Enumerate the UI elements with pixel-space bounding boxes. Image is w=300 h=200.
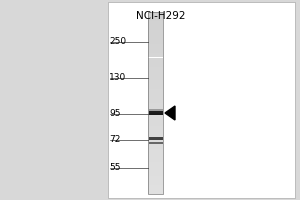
Bar bbox=[148, 44, 163, 48]
Bar bbox=[148, 162, 163, 167]
Bar bbox=[148, 109, 163, 111]
Text: 130: 130 bbox=[109, 73, 126, 82]
Bar bbox=[148, 80, 163, 85]
Bar bbox=[148, 67, 163, 71]
Bar bbox=[148, 142, 163, 144]
Bar bbox=[148, 89, 163, 94]
Bar bbox=[148, 185, 163, 189]
Bar bbox=[148, 189, 163, 194]
Bar bbox=[148, 136, 163, 140]
Bar bbox=[148, 167, 163, 171]
Bar bbox=[148, 158, 163, 162]
Bar bbox=[148, 126, 163, 130]
Bar bbox=[148, 171, 163, 176]
Bar bbox=[148, 26, 163, 30]
Bar bbox=[148, 130, 163, 135]
Bar bbox=[148, 21, 163, 26]
Bar bbox=[148, 180, 163, 185]
Text: NCI-H292: NCI-H292 bbox=[136, 11, 185, 21]
Bar bbox=[148, 111, 163, 115]
Polygon shape bbox=[165, 106, 175, 120]
Bar bbox=[148, 12, 163, 17]
Bar bbox=[148, 85, 163, 89]
Bar bbox=[148, 153, 163, 158]
Text: 95: 95 bbox=[109, 110, 121, 118]
Bar bbox=[148, 121, 163, 126]
Bar bbox=[148, 76, 163, 80]
Bar bbox=[148, 112, 163, 117]
Bar bbox=[148, 94, 163, 98]
Bar bbox=[148, 176, 163, 180]
Bar bbox=[148, 144, 163, 148]
Text: 72: 72 bbox=[109, 136, 120, 144]
Bar bbox=[148, 17, 163, 21]
Bar bbox=[148, 135, 163, 139]
Text: 250: 250 bbox=[109, 38, 126, 46]
Bar bbox=[148, 98, 163, 103]
Bar bbox=[148, 71, 163, 76]
Bar bbox=[148, 103, 163, 108]
Bar bbox=[148, 39, 163, 44]
Bar bbox=[108, 2, 295, 198]
Bar bbox=[148, 148, 163, 153]
Bar bbox=[148, 108, 163, 112]
Bar bbox=[148, 48, 163, 53]
Bar bbox=[148, 53, 163, 58]
Bar bbox=[148, 139, 163, 144]
Text: 55: 55 bbox=[109, 164, 121, 172]
Bar bbox=[148, 113, 163, 115]
Bar bbox=[148, 58, 163, 62]
Bar bbox=[148, 35, 163, 39]
Bar bbox=[148, 117, 163, 121]
Bar bbox=[148, 62, 163, 67]
Bar bbox=[148, 30, 163, 35]
Bar bbox=[148, 12, 163, 194]
